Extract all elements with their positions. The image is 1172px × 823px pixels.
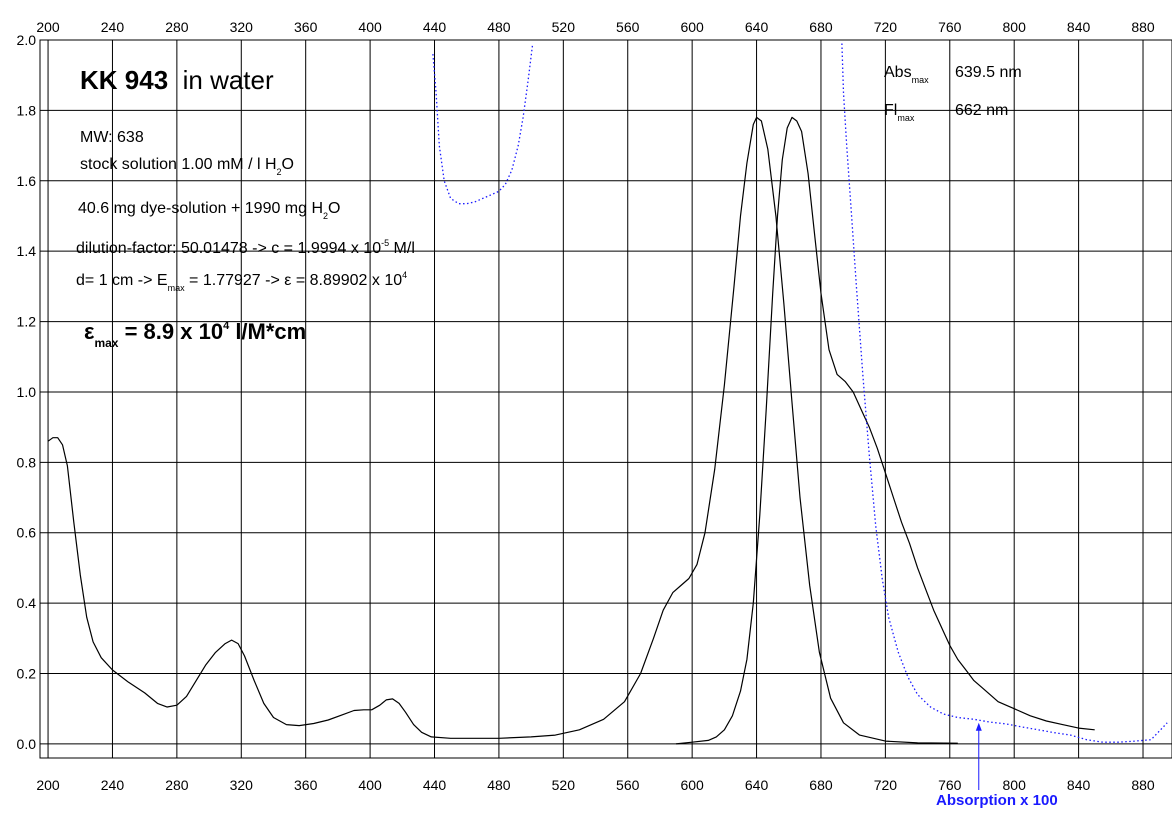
x-tick-label-top: 720 bbox=[874, 19, 898, 35]
compound-name: KK 943 bbox=[80, 65, 169, 95]
extinction-superscript: 4 bbox=[402, 270, 408, 280]
y-tick-label: 1.8 bbox=[17, 102, 37, 118]
x-tick-label-top: 600 bbox=[680, 19, 704, 35]
plot-frame bbox=[39, 39, 1172, 759]
dilution-text-end: M/l bbox=[389, 240, 415, 257]
absorption-line bbox=[47, 116, 958, 744]
x-tick-label-top: 760 bbox=[938, 19, 962, 35]
epsilon-value: = 8.9 x 10 bbox=[118, 319, 224, 344]
x-tick-label-top: 360 bbox=[294, 19, 318, 35]
x-tick-label-top: 840 bbox=[1067, 19, 1091, 35]
x-tick-label-top: 560 bbox=[616, 19, 640, 35]
fluorescence-line bbox=[675, 116, 1095, 745]
extinction-note: d= 1 cm -> Emax = 1.77927 -> ε = 8.89902… bbox=[76, 271, 407, 293]
x-tick-label-bottom: 800 bbox=[1003, 777, 1027, 793]
solvent-label: in water bbox=[182, 65, 274, 95]
y-tick-label: 1.0 bbox=[17, 384, 37, 400]
plot-area bbox=[40, 40, 1172, 758]
y-tick-label: 1.2 bbox=[17, 314, 37, 330]
dye-text: 40.6 mg dye-solution + 1990 mg H bbox=[78, 200, 324, 217]
fl-max-value: 662 nm bbox=[955, 102, 1009, 119]
extinction-text-mid: = 1.77927 -> ε = 8.89902 x 10 bbox=[184, 272, 403, 289]
dilution-note: dilution-factor: 50.01478 -> c = 1.9994 … bbox=[76, 239, 415, 257]
x-tick-label-top: 480 bbox=[487, 19, 511, 35]
fl-max-text: Fl bbox=[884, 102, 898, 119]
absorption-x100-line bbox=[432, 43, 1168, 743]
epsilon-subscript: max bbox=[94, 336, 119, 350]
molecular-weight: MW: 638 bbox=[80, 129, 144, 146]
stock-subscript: 2 bbox=[276, 167, 282, 177]
grid bbox=[39, 39, 1172, 759]
stock-text: stock solution 1.00 mM / l H bbox=[80, 156, 277, 173]
y-tick-label: 1.4 bbox=[17, 243, 37, 259]
x-tick-label-bottom: 720 bbox=[874, 777, 898, 793]
x-tick-label-top: 880 bbox=[1131, 19, 1155, 35]
tick-labels: 200 200 240 240 280 280 320 320 360 360 400 400 440 4… bbox=[17, 19, 1155, 793]
x-tick-label-top: 320 bbox=[230, 19, 254, 35]
epsilon-superscript: 4 bbox=[223, 320, 230, 332]
x-tick-label-top: 800 bbox=[1003, 19, 1027, 35]
x-tick-label-bottom: 600 bbox=[680, 777, 704, 793]
dye-text-end: O bbox=[328, 200, 341, 217]
x-tick-label-top: 640 bbox=[745, 19, 769, 35]
x-tick-label-bottom: 440 bbox=[423, 777, 447, 793]
abs-max-subscript: max bbox=[911, 75, 929, 85]
y-tick-label: 0.8 bbox=[17, 454, 37, 470]
stock-text-end: O bbox=[281, 156, 294, 173]
x-tick-label-bottom: 200 bbox=[36, 777, 60, 793]
x-tick-label-top: 200 bbox=[36, 19, 60, 35]
abs-max-text: Abs bbox=[884, 64, 912, 81]
dye-subscript: 2 bbox=[323, 211, 329, 221]
chart-title: KK 943 in water bbox=[80, 67, 274, 93]
x-tick-label-top: 400 bbox=[358, 19, 382, 35]
x-tick-label-bottom: 480 bbox=[487, 777, 511, 793]
x-tick-label-bottom: 280 bbox=[165, 777, 189, 793]
x-tick-label-top: 520 bbox=[552, 19, 576, 35]
dilution-text: dilution-factor: 50.01478 -> c = 1.9994 … bbox=[76, 240, 382, 257]
annotation-arrow-head bbox=[975, 722, 982, 731]
y-tick-label: 2.0 bbox=[17, 32, 37, 48]
x-tick-label-bottom: 840 bbox=[1067, 777, 1091, 793]
series-lines bbox=[47, 43, 1168, 745]
stock-solution-note: stock solution 1.00 mM / l H2O bbox=[80, 157, 294, 177]
x-tick-label-bottom: 320 bbox=[230, 777, 254, 793]
dye-solution-note: 40.6 mg dye-solution + 1990 mg H2O bbox=[78, 201, 341, 221]
fl-max-subscript: max bbox=[897, 113, 915, 123]
extinction-text: d= 1 cm -> E bbox=[76, 272, 168, 289]
x-tick-label-bottom: 680 bbox=[809, 777, 833, 793]
x-tick-label-bottom: 880 bbox=[1131, 777, 1155, 793]
epsilon-symbol: ε bbox=[84, 319, 95, 344]
y-tick-label: 0.0 bbox=[17, 736, 37, 752]
annotation-arrow bbox=[975, 722, 982, 790]
y-tick-label: 1.6 bbox=[17, 173, 37, 189]
x-tick-label-top: 240 bbox=[101, 19, 125, 35]
abs-max-label: Absmax bbox=[884, 65, 929, 85]
x-tick-label-bottom: 760 bbox=[938, 777, 962, 793]
y-tick-label: 0.6 bbox=[17, 525, 37, 541]
abs-max-value: 639.5 nm bbox=[955, 64, 1022, 81]
y-tick-label: 0.4 bbox=[17, 595, 37, 611]
x-tick-label-bottom: 640 bbox=[745, 777, 769, 793]
fl-max-label: Flmax bbox=[884, 103, 914, 123]
x-tick-label-bottom: 400 bbox=[358, 777, 382, 793]
x-tick-label-bottom: 520 bbox=[552, 777, 576, 793]
x-tick-label-bottom: 240 bbox=[101, 777, 125, 793]
x-tick-label-top: 440 bbox=[423, 19, 447, 35]
x-tick-label-bottom: 560 bbox=[616, 777, 640, 793]
epsilon-max-result: εmax = 8.9 x 104 l/M*cm bbox=[84, 319, 307, 350]
y-tick-label: 0.2 bbox=[17, 666, 37, 682]
epsilon-unit: l/M*cm bbox=[229, 319, 307, 344]
x-tick-label-top: 680 bbox=[809, 19, 833, 35]
x-tick-label-top: 280 bbox=[165, 19, 189, 35]
extinction-subscript: max bbox=[167, 283, 185, 293]
x-tick-label-bottom: 360 bbox=[294, 777, 318, 793]
absorption-x100-annotation: Absorption x 100 bbox=[936, 792, 1058, 809]
dilution-superscript: -5 bbox=[381, 238, 390, 248]
